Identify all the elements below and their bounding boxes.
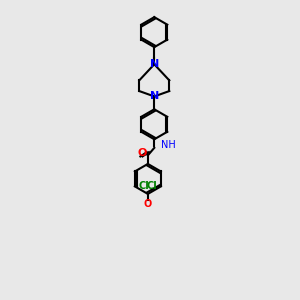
Text: Cl: Cl bbox=[138, 182, 149, 191]
Text: N: N bbox=[150, 59, 159, 69]
Text: O: O bbox=[138, 148, 147, 158]
Text: NH: NH bbox=[161, 140, 176, 150]
Text: N: N bbox=[150, 92, 159, 101]
Text: Cl: Cl bbox=[147, 182, 158, 191]
Text: O: O bbox=[144, 199, 152, 208]
